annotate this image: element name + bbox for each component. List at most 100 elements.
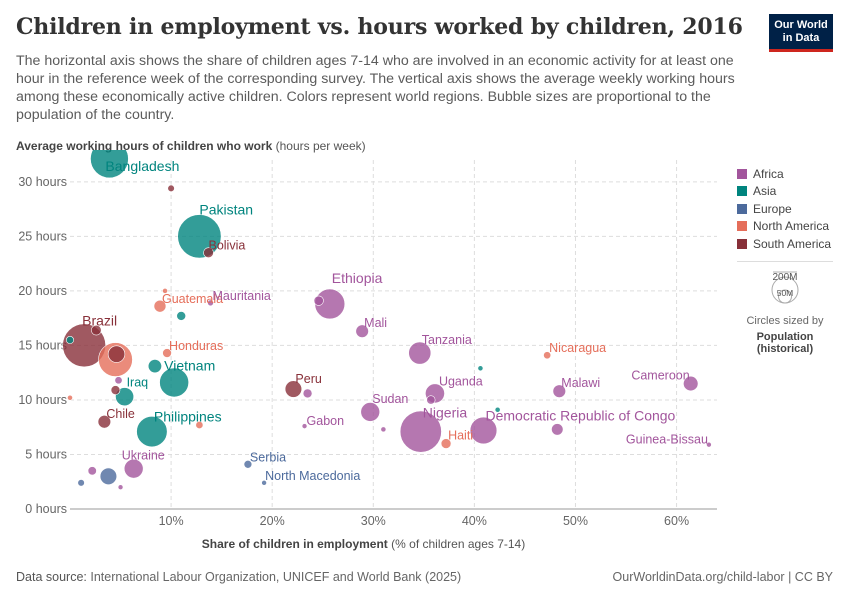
point-label: Ethiopia: [332, 270, 383, 286]
point-label: Brazil: [82, 312, 117, 328]
legend-swatch: [737, 168, 747, 179]
legend-item-africa[interactable]: Africa: [737, 165, 833, 183]
y-tick-label: 5 hours: [25, 447, 67, 461]
data-point-ethiopia: [314, 288, 346, 320]
size-legend-small-label: 50M: [777, 288, 794, 298]
data-point-unlabeled: [77, 479, 85, 487]
legend-item-europe[interactable]: Europe: [737, 200, 833, 218]
data-point-serbia: [243, 460, 253, 469]
legend-label: South America: [753, 236, 832, 251]
data-point-nicaragua: [543, 351, 552, 360]
x-tick-label: 20%: [260, 514, 285, 528]
y-tick-label: 25 hours: [18, 229, 67, 243]
point-label: Malawi: [561, 376, 600, 390]
point-label: Bolivia: [208, 239, 245, 253]
x-tick-label: 30%: [361, 514, 386, 528]
region-legend: Africa Asia Europe North America South Ameri…: [737, 165, 833, 262]
data-point-unlabeled: [91, 324, 102, 336]
point-label: Iraq: [127, 376, 149, 390]
size-legend-caption: Circles sized by: [746, 315, 824, 327]
size-legend-variable-qualifier: (historical): [756, 343, 814, 355]
data-point-ukraine: [123, 458, 144, 479]
point-label: Gabon: [307, 414, 345, 428]
logo-line-1: Our World: [774, 18, 828, 31]
data-point-bangladesh: [90, 150, 129, 179]
y-tick-label: 20 hours: [18, 284, 67, 298]
data-point-bolivia: [203, 247, 214, 258]
data-point-guinea-bissau: [706, 441, 712, 448]
point-label: Guinea-Bissau: [626, 433, 708, 447]
point-label: Honduras: [169, 339, 223, 353]
size-legend-large-label: 200M: [772, 272, 797, 283]
legend-item-south-america[interactable]: South America: [737, 235, 833, 253]
data-point-malawi: [552, 384, 566, 398]
data-point-unlabeled: [426, 395, 436, 405]
legend-item-asia[interactable]: Asia: [737, 183, 833, 201]
legend-item-north-america[interactable]: North America: [737, 218, 833, 236]
point-label: Nicaragua: [549, 341, 606, 355]
point-label: North Macedonia: [265, 469, 360, 483]
data-point-guatemala: [153, 299, 167, 313]
data-point-peru: [284, 380, 303, 398]
data-point-democratic-republic-of-congo: [469, 416, 498, 445]
data-point-haiti: [440, 438, 452, 449]
point-label: Uganda: [439, 374, 483, 388]
size-legend-circles: 200M 50M: [771, 271, 799, 304]
point-label: Chile: [106, 407, 135, 421]
data-point-mauritania: [207, 299, 214, 307]
data-point-unlabeled: [87, 466, 97, 476]
data-point-unlabeled: [107, 345, 126, 363]
y-tick-label: 0 hours: [25, 502, 67, 516]
data-point-unlabeled: [380, 426, 387, 433]
chart-title: Children in employment vs. hours worked …: [16, 14, 743, 40]
logo-line-2: in Data: [782, 31, 820, 44]
source-url-link[interactable]: OurWorldinData.org/child-labor | CC BY: [612, 570, 833, 584]
data-point-iraq: [115, 387, 135, 407]
y-tick-label: 30 hours: [18, 175, 67, 189]
point-label: Sudan: [372, 392, 408, 406]
point-label: Democratic Republic of Congo: [485, 407, 675, 423]
data-point-unlabeled: [110, 385, 121, 395]
scatter-plot: 0 hours 5 hours 10 hours 15 hours 20 hours 25…: [18, 150, 717, 551]
point-label: Haiti: [448, 429, 473, 443]
data-point-unlabeled: [477, 365, 484, 372]
data-point-pakistan: [177, 214, 222, 259]
point-label: Bangladesh: [105, 158, 179, 174]
data-point-gabon: [301, 423, 308, 429]
data-point-unlabeled: [302, 388, 313, 399]
x-tick-label: 10%: [159, 514, 184, 528]
point-label: Philippines: [154, 409, 222, 425]
data-point-nigeria: [399, 410, 442, 453]
data-point-tanzania: [408, 341, 432, 365]
y-tick-label: 10 hours: [18, 393, 67, 407]
y-tick-label: 15 hours: [18, 338, 67, 352]
point-label: Mauritania: [213, 289, 271, 303]
x-axis-label: Share of children in employment (% of ch…: [202, 537, 525, 551]
data-source-text: International Labour Organization, UNICE…: [90, 570, 462, 584]
point-label: Nigeria: [423, 405, 468, 421]
data-point-unlabeled: [162, 287, 168, 294]
chart-subtitle: The horizontal axis shows the share of c…: [16, 53, 735, 123]
data-point-unlabeled: [147, 359, 162, 374]
legend-label: Europe: [753, 201, 792, 216]
x-tick-label: 60%: [664, 514, 689, 528]
data-point-cameroon: [683, 375, 699, 392]
data-point-unlabeled: [67, 394, 73, 401]
data-point-unlabeled: [494, 406, 501, 413]
size-legend-variable: Population (historical): [737, 331, 833, 355]
data-point-unlabeled: [66, 335, 74, 344]
data-point-unlabeled: [117, 484, 124, 490]
owid-logo[interactable]: Our World in Data: [769, 14, 833, 52]
legend-label: Asia: [753, 184, 777, 199]
legend-divider: [737, 260, 833, 262]
data-point-north-macedonia: [261, 480, 267, 486]
point-label: Serbia: [250, 450, 286, 464]
legend-swatch: [737, 238, 747, 249]
y-axis-label-main: Average working hours of children who wo…: [16, 139, 273, 153]
data-point-vietnam: [159, 367, 189, 398]
point-label: Pakistan: [199, 201, 253, 217]
x-tick-label: 40%: [462, 514, 487, 528]
x-axis-label-main: Share of children in employment: [202, 537, 391, 551]
legend-label: North America: [753, 219, 830, 234]
point-label: Ukraine: [122, 449, 165, 463]
